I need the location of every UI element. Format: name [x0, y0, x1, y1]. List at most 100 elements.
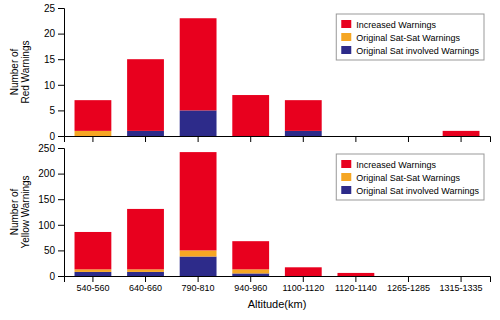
tick-mark	[92, 276, 93, 282]
bar	[285, 267, 322, 276]
tick-label: 20	[44, 28, 56, 39]
bar	[443, 276, 480, 277]
tick-mark	[58, 250, 64, 251]
bar	[75, 269, 112, 272]
tick-label: 100	[38, 220, 55, 231]
tick-label: 1315-1335	[440, 283, 483, 293]
tick-mark	[58, 110, 64, 111]
tick-label: 200	[38, 168, 55, 179]
bar	[75, 232, 112, 269]
bar	[180, 18, 217, 110]
x-tick	[92, 136, 93, 142]
tick-label: 5	[49, 105, 55, 116]
legend-label: Original Sat-Sat Warnings	[356, 173, 460, 183]
tick-mark	[58, 148, 64, 149]
panel: 0 5 10 15 20 25 Increased Warnings Original Sat…	[44, 3, 491, 142]
bar	[337, 136, 374, 137]
tick-mark	[58, 225, 64, 226]
tick-label: 790-810	[182, 283, 215, 293]
tick-mark	[461, 136, 462, 142]
legend: Increased Warnings Original Sat-Sat Warni…	[336, 154, 484, 200]
x-axis: 540-560640-660790-810940-9601100-1120112…	[65, 276, 491, 293]
bar	[337, 136, 374, 137]
y-axis-title: Number ofYellow Warnings	[9, 175, 31, 248]
bar	[443, 276, 480, 277]
tick-label: 10	[44, 80, 56, 91]
y-tick: 250	[38, 143, 64, 154]
y-tick: 20	[44, 28, 64, 39]
tick-mark	[461, 276, 462, 282]
y-tick: 10	[44, 80, 64, 91]
legend-frame	[336, 154, 484, 200]
tick-mark	[303, 276, 304, 282]
tick-mark	[355, 276, 356, 282]
tick-mark	[408, 276, 409, 282]
bar	[75, 131, 112, 136]
x-axis	[65, 136, 491, 142]
tick-mark	[58, 199, 64, 200]
legend-item: Original Sat involved Warnings	[341, 186, 479, 196]
legend-label: Increased Warnings	[356, 160, 436, 170]
bar	[443, 276, 480, 277]
bar	[390, 136, 427, 137]
bar	[390, 136, 427, 137]
bar	[127, 131, 164, 136]
legend-label: Original Sat-Sat Warnings	[356, 33, 460, 43]
series	[75, 131, 112, 136]
bar	[75, 272, 112, 276]
axis-domain	[58, 9, 65, 137]
tick-mark	[58, 34, 64, 35]
tick-label: 25	[44, 3, 56, 14]
legend-item: Original Sat-Sat Warnings	[341, 33, 460, 43]
x-tick	[355, 136, 356, 142]
tick-mark	[58, 174, 64, 175]
bar	[285, 100, 322, 131]
x-tick	[408, 136, 409, 142]
x-tick: 1120-1140	[335, 276, 377, 293]
series	[75, 18, 480, 136]
bar	[127, 269, 164, 272]
tick-label: 540-560	[76, 283, 109, 293]
y-axis: 050100150200250	[38, 143, 64, 282]
bar	[337, 136, 374, 137]
tick-label: 15	[44, 54, 56, 65]
x-tick	[461, 136, 462, 142]
tick-mark	[58, 136, 64, 137]
legend: Increased Warnings Original Sat-Sat Warni…	[336, 14, 484, 60]
bar	[390, 276, 427, 277]
bar	[127, 59, 164, 131]
tick-label: 50	[44, 245, 56, 256]
series	[75, 152, 375, 276]
bar	[232, 241, 269, 269]
tick-label: 250	[38, 143, 55, 154]
x-tick	[198, 136, 199, 142]
y-axis-title-line: Yellow Warnings	[20, 175, 31, 248]
legend-swatch	[341, 186, 351, 194]
tick-mark	[58, 276, 64, 277]
legend-label: Increased Warnings	[356, 20, 436, 30]
x-tick: 1100-1120	[282, 276, 324, 293]
tick-mark	[145, 136, 146, 142]
y-tick: 0	[49, 131, 64, 142]
bar	[180, 152, 217, 250]
legend-label: Original Sat involved Warnings	[356, 46, 479, 56]
x-tick	[145, 136, 146, 142]
legend-swatch	[341, 173, 351, 181]
bar	[75, 100, 112, 131]
legend-label: Original Sat involved Warnings	[356, 186, 479, 196]
y-tick: 200	[38, 168, 64, 179]
bar	[443, 131, 480, 136]
tick-label: 940-960	[234, 283, 267, 293]
legend-item: Increased Warnings	[341, 20, 436, 30]
panel: 050100150200250540-560640-660790-810940-…	[38, 143, 490, 310]
x-tick: 1315-1335	[440, 276, 483, 293]
bar	[232, 269, 269, 273]
bar	[180, 257, 217, 276]
tick-mark	[198, 136, 199, 142]
bars	[75, 152, 375, 276]
bar	[390, 276, 427, 277]
bar	[390, 276, 427, 277]
tick-label: 0	[49, 131, 55, 142]
tick-mark	[303, 136, 304, 142]
legend-item: Original Sat-Sat Warnings	[341, 173, 460, 183]
